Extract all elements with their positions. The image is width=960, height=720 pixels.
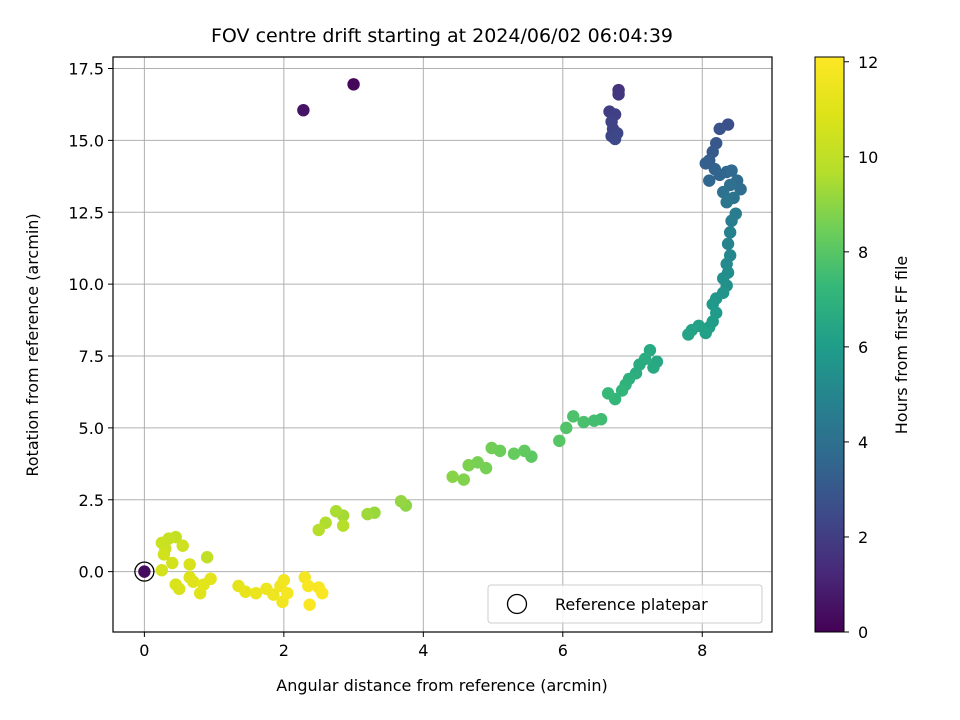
y-tick-label: 17.5 bbox=[68, 60, 104, 79]
colorbar-tick-label: 12 bbox=[858, 53, 878, 72]
y-tick-label: 12.5 bbox=[68, 203, 104, 222]
colorbar: 0 2 4 6 8 10 12 Hours from first FF file bbox=[814, 53, 911, 642]
data-point bbox=[316, 586, 329, 600]
data-point bbox=[612, 88, 625, 101]
colorbar-gradient bbox=[814, 56, 845, 633]
colorbar-ticks: 0 2 4 6 8 10 12 bbox=[844, 53, 878, 642]
y-tick-label: 10.0 bbox=[68, 275, 104, 294]
x-tick-label: 4 bbox=[418, 641, 428, 660]
data-point bbox=[157, 548, 171, 561]
data-point bbox=[303, 598, 316, 611]
data-point bbox=[239, 585, 252, 598]
y-axis-ticks: 0.0 2.5 5.0 7.5 10.0 12.5 15.0 17.5 bbox=[68, 60, 113, 582]
data-point bbox=[720, 195, 733, 209]
data-point bbox=[186, 575, 200, 588]
colorbar-tick-label: 4 bbox=[858, 433, 868, 452]
colorbar-tick-label: 6 bbox=[858, 338, 868, 357]
data-point bbox=[249, 586, 263, 600]
y-tick-label: 2.5 bbox=[79, 491, 104, 510]
data-point bbox=[716, 185, 730, 199]
y-tick-label: 7.5 bbox=[79, 347, 104, 366]
data-point bbox=[682, 328, 695, 341]
data-point bbox=[155, 563, 169, 577]
data-point bbox=[601, 387, 615, 400]
data-point bbox=[457, 473, 470, 486]
data-point bbox=[713, 122, 726, 136]
data-point bbox=[703, 174, 716, 187]
data-point bbox=[183, 558, 196, 571]
legend-marker-reference bbox=[506, 593, 528, 615]
data-point bbox=[138, 565, 151, 578]
data-point bbox=[267, 588, 280, 601]
chart-title: FOV centre drift starting at 2024/06/02 … bbox=[211, 25, 673, 47]
x-tick-label: 2 bbox=[279, 641, 289, 660]
legend-label-reference: Reference platepar bbox=[555, 595, 708, 614]
data-point bbox=[361, 507, 374, 521]
x-axis-ticks: 0 2 4 6 8 bbox=[139, 632, 707, 660]
data-point bbox=[553, 434, 566, 448]
reference-platepar-marker bbox=[134, 561, 155, 582]
data-point bbox=[302, 579, 315, 593]
x-tick-label: 0 bbox=[139, 641, 149, 660]
data-point bbox=[647, 361, 660, 374]
y-tick-label: 15.0 bbox=[68, 131, 104, 150]
grid bbox=[113, 57, 772, 632]
y-tick-label: 0.0 bbox=[79, 563, 104, 582]
data-point bbox=[281, 586, 294, 600]
data-point bbox=[560, 421, 573, 435]
y-axis-label: Rotation from reference (arcmin) bbox=[23, 213, 42, 476]
data-points bbox=[134, 78, 747, 611]
x-tick-label: 6 bbox=[558, 641, 568, 660]
data-point bbox=[567, 410, 580, 423]
y-tick-label: 5.0 bbox=[79, 419, 104, 438]
data-point bbox=[699, 157, 712, 170]
data-point bbox=[446, 470, 459, 483]
data-point bbox=[312, 523, 325, 537]
data-point bbox=[200, 551, 214, 564]
data-point bbox=[336, 519, 350, 532]
data-point bbox=[297, 103, 310, 117]
colorbar-tick-label: 0 bbox=[858, 623, 868, 642]
data-point bbox=[721, 237, 735, 251]
data-point bbox=[394, 494, 408, 508]
data-point bbox=[615, 384, 629, 397]
data-point bbox=[485, 441, 498, 455]
data-point bbox=[347, 78, 360, 91]
data-point bbox=[723, 226, 737, 239]
data-point bbox=[173, 582, 186, 596]
data-point bbox=[277, 574, 291, 587]
colorbar-tick-label: 2 bbox=[858, 528, 868, 547]
data-point bbox=[166, 556, 179, 570]
legend: Reference platepar bbox=[487, 584, 763, 624]
plot-frame bbox=[112, 56, 773, 633]
data-point bbox=[176, 539, 189, 552]
data-point bbox=[197, 578, 210, 591]
colorbar-tick-label: 10 bbox=[858, 148, 878, 167]
colorbar-tick-label: 8 bbox=[858, 243, 868, 262]
data-point bbox=[462, 459, 475, 472]
data-point bbox=[518, 444, 531, 458]
colorbar-label: Hours from first FF file bbox=[892, 256, 911, 435]
data-point bbox=[608, 132, 622, 146]
data-point bbox=[507, 447, 521, 460]
data-point bbox=[734, 183, 747, 196]
x-axis-label: Angular distance from reference (arcmin) bbox=[276, 676, 607, 695]
data-point bbox=[329, 505, 343, 518]
data-point bbox=[577, 415, 590, 429]
data-point bbox=[725, 164, 738, 177]
data-point bbox=[587, 414, 601, 427]
x-tick-label: 8 bbox=[697, 641, 707, 660]
data-point bbox=[725, 214, 738, 228]
